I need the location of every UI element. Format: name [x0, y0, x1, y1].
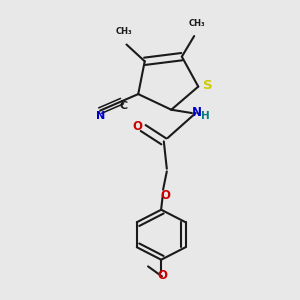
Text: O: O [160, 189, 170, 202]
Text: C: C [120, 101, 128, 111]
Text: O: O [132, 120, 142, 133]
Text: S: S [203, 80, 213, 92]
Text: N: N [96, 111, 106, 121]
Text: O: O [157, 268, 167, 282]
Text: CH₃: CH₃ [115, 27, 132, 36]
Text: H: H [201, 111, 209, 121]
Text: CH₃: CH₃ [189, 19, 206, 28]
Text: N: N [191, 106, 201, 118]
